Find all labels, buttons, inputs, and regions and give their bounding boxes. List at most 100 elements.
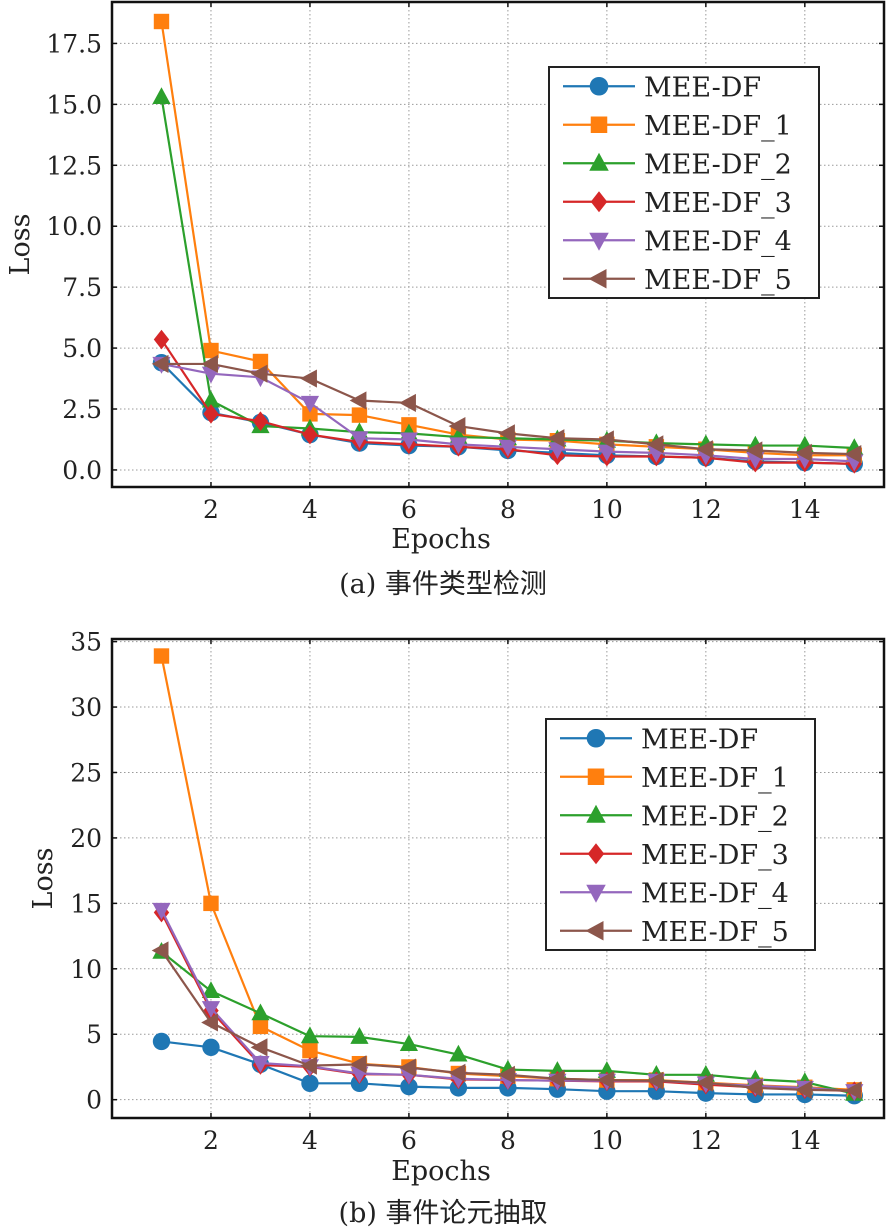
- legend-label: MEE-DF_3: [641, 840, 789, 871]
- legend-item: MEE-DF: [560, 724, 758, 755]
- data-point: [399, 393, 416, 413]
- legend-marker-triangle-up-icon: [589, 152, 609, 171]
- data-point: [696, 1073, 713, 1092]
- y-tick-label: 35: [70, 628, 102, 657]
- legend-label: MEE-DF_5: [641, 917, 789, 948]
- data-point: [351, 407, 368, 423]
- legend-marker-circle-icon: [589, 76, 609, 96]
- legend-item: MEE-DF_5: [563, 265, 792, 296]
- y-tick-labels: 0.0 2.5 5.0 7.5 10.0 12.5 15.0 17.5: [46, 29, 102, 485]
- legend-box: [548, 66, 820, 299]
- y-tick-label: 5: [86, 1020, 102, 1049]
- legend-label: MEE-DF_2: [641, 801, 789, 832]
- legend-marker-circle-icon: [586, 728, 606, 748]
- data-point: [498, 424, 515, 443]
- legend-item: MEE-DF: [563, 72, 761, 103]
- data-point: [844, 444, 862, 464]
- data-point: [151, 354, 169, 374]
- data-point: [152, 902, 171, 920]
- data-point: [498, 439, 517, 457]
- data-point: [153, 648, 170, 664]
- plot-frame: [110, 637, 886, 1120]
- legend-label: MEE-DF_4: [644, 226, 792, 257]
- x-tick-label: 10: [591, 1126, 623, 1155]
- x-tick-label: 4: [302, 1126, 318, 1155]
- legend-item: MEE-DF_1: [563, 111, 792, 142]
- y-tick-label: 25: [70, 758, 102, 787]
- y-tick-label: 7.5: [62, 273, 102, 302]
- x-tick-label: 14: [789, 1126, 821, 1155]
- data-point: [302, 424, 318, 445]
- data-point: [202, 1038, 220, 1057]
- data-point: [153, 329, 170, 350]
- data-point: [350, 1027, 369, 1044]
- chart-caption: (a) 事件类型检测: [339, 569, 547, 600]
- x-tick-labels: 2 4 6 8 10 12 14: [203, 1126, 821, 1155]
- legend-marker-triangle-up-icon: [586, 804, 606, 823]
- data-point: [844, 1081, 862, 1100]
- legend-marker-triangle-left-icon: [588, 269, 607, 289]
- data-point: [597, 430, 614, 449]
- data-point: [201, 981, 221, 999]
- data-point: [300, 1026, 320, 1044]
- x-tick-label: 2: [203, 1126, 219, 1155]
- y-tick-label: 10: [70, 955, 102, 984]
- x-axis-label: Epochs: [391, 1156, 491, 1187]
- legend-label: MEE-DF_3: [644, 188, 792, 219]
- y-tick-label: 12.5: [46, 151, 102, 180]
- grid-lines: [112, 639, 884, 1118]
- data-point: [301, 1074, 319, 1092]
- chart-event-type-detection: 2 4 6 8 10 12 14 0.02.55.07.510.012.515.017.5 …: [5, 0, 886, 600]
- legend-box: [545, 718, 816, 951]
- legend-item: MEE-DF_5: [560, 917, 789, 948]
- legend-item: MEE-DF_2: [560, 801, 789, 832]
- chart-event-argument-extraction: 2 4 6 8 10 12 14 0 5 10 15 20 25 30 35 Epochs Loss ME…: [28, 628, 886, 1229]
- legend-label: MEE-DF_5: [644, 265, 792, 296]
- y-axis-label: Loss: [28, 848, 59, 910]
- data-point: [795, 1080, 812, 1099]
- y-tick-label: 0: [86, 1086, 102, 1115]
- data-point: [795, 443, 812, 462]
- x-tick-label: 8: [500, 495, 516, 524]
- y-tick-label: 17.5: [46, 29, 102, 58]
- legend-label: MEE-DF_4: [641, 878, 789, 909]
- legend-marker-triangle-left-icon: [585, 921, 604, 941]
- legend-item: MEE-DF_3: [563, 188, 792, 219]
- data-point: [745, 1078, 763, 1097]
- data-point: [399, 1034, 419, 1052]
- y-tick-label: 0.0: [62, 456, 102, 485]
- data-point: [302, 1042, 318, 1059]
- legend-marker-triangle-down-icon: [589, 232, 609, 251]
- data-point: [203, 342, 219, 359]
- axes-frame: [110, 0, 886, 489]
- series-layer: [151, 648, 864, 1105]
- data-point: [597, 444, 616, 462]
- data-point: [547, 1069, 565, 1088]
- x-tick-labels: 2 4 6 8 10 12 14: [203, 495, 821, 524]
- legend-marker-square-icon: [590, 116, 608, 133]
- x-tick-label: 6: [401, 1126, 417, 1155]
- legend-item: MEE-DF_4: [560, 878, 789, 909]
- data-point: [745, 441, 763, 460]
- legend-item: MEE-DF_3: [560, 840, 789, 871]
- y-tick-label: 2.5: [62, 395, 102, 424]
- legend-marker-diamond-icon: [590, 191, 608, 213]
- data-point: [252, 411, 269, 431]
- data-point: [252, 353, 269, 370]
- x-tick-label: 2: [203, 495, 219, 524]
- data-point: [597, 1070, 614, 1090]
- legend-marker-triangle-down-icon: [586, 884, 606, 903]
- data-point: [203, 404, 219, 424]
- x-tick-label: 12: [690, 495, 722, 524]
- data-point: [449, 437, 468, 455]
- legend-label: MEE-DF_1: [641, 763, 789, 794]
- legend-item: MEE-DF_1: [560, 763, 789, 794]
- data-point: [201, 1013, 218, 1032]
- data-point: [152, 1032, 171, 1051]
- data-point: [201, 354, 218, 374]
- legend-label: MEE-DF_2: [644, 149, 792, 180]
- data-point: [152, 87, 171, 105]
- chart-caption: (b) 事件论元抽取: [339, 1198, 548, 1229]
- data-point: [548, 442, 567, 460]
